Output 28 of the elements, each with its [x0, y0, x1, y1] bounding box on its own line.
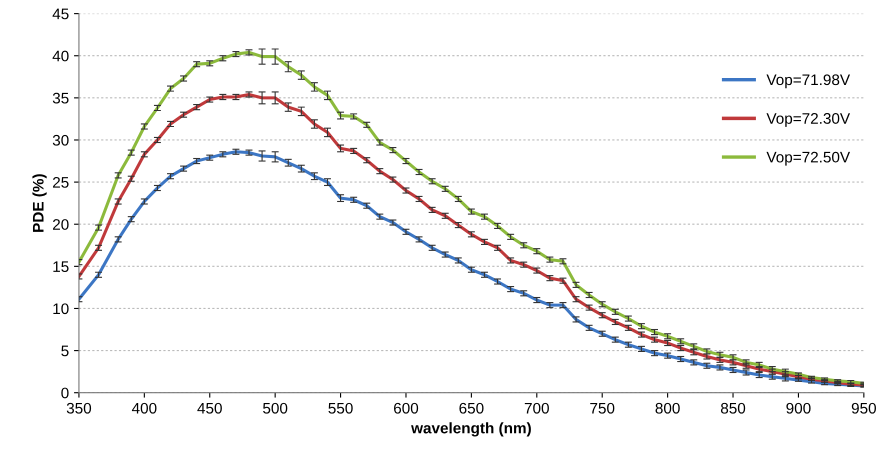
x-tick-label: 950 [852, 402, 876, 414]
x-tick-label: 550 [328, 402, 353, 414]
x-tick-label: 900 [786, 402, 811, 414]
y-tick-label: 5 [61, 346, 69, 356]
x-tick-label: 400 [132, 402, 156, 414]
y-tick-label: 45 [52, 8, 69, 20]
x-tick-label: 500 [263, 402, 288, 414]
y-axis-title: PDE (%) [32, 174, 47, 232]
y-tick-label: 30 [52, 134, 69, 146]
y-tick-label: 35 [52, 92, 69, 104]
y-tick-label: 20 [52, 219, 69, 230]
y-tick-label: 40 [52, 50, 69, 62]
x-tick-label: 450 [197, 402, 222, 414]
x-tick-label: 600 [394, 402, 418, 414]
x-tick-label: 750 [590, 402, 614, 414]
legend-label: Vop=72.50V [766, 152, 850, 166]
x-tick-label: 650 [459, 402, 484, 414]
y-tick-label: 0 [61, 388, 69, 398]
y-tick-label: 15 [53, 261, 69, 272]
legend-label: Vop=72.30V [766, 113, 850, 127]
x-tick-label: 850 [720, 402, 746, 414]
y-tick-label: 25 [52, 176, 69, 188]
x-tick-label: 800 [656, 402, 680, 414]
y-tick-label: 10 [53, 303, 69, 314]
x-axis-title: wavelength (nm) [411, 422, 531, 437]
x-tick-label: 350 [66, 402, 92, 414]
x-tick-label: 700 [524, 402, 549, 414]
legend-label: Vop=71.98V [766, 74, 850, 88]
